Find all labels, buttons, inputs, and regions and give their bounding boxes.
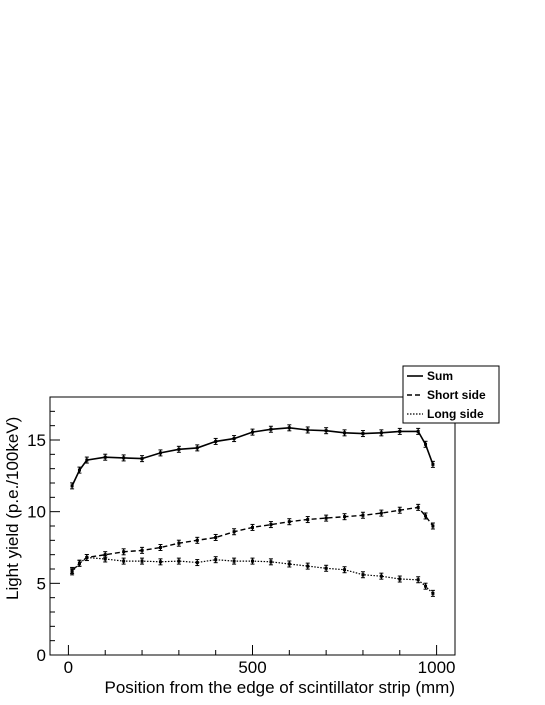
data-point <box>84 456 89 464</box>
data-point <box>397 427 402 435</box>
data-point <box>195 559 200 567</box>
data-point <box>250 557 255 565</box>
y-tick-label: 5 <box>37 574 46 593</box>
series-sum <box>70 424 435 490</box>
data-point <box>232 528 237 536</box>
y-tick-label: 10 <box>27 503 46 522</box>
data-point <box>430 522 435 530</box>
data-point <box>416 576 421 584</box>
data-point <box>416 427 421 435</box>
data-point <box>324 564 329 572</box>
data-point <box>423 512 428 520</box>
data-point <box>213 533 218 541</box>
data-point <box>305 516 310 524</box>
data-point <box>397 506 402 514</box>
data-point <box>77 466 82 474</box>
data-point <box>342 566 347 574</box>
x-tick-label: 500 <box>238 658 266 677</box>
data-point <box>195 444 200 452</box>
data-point <box>213 437 218 445</box>
legend-label-long-side: Long side <box>427 407 484 421</box>
data-point <box>287 424 292 432</box>
data-point <box>213 556 218 564</box>
data-point <box>232 557 237 565</box>
data-point <box>379 429 384 437</box>
data-point <box>70 568 75 576</box>
data-point <box>250 523 255 531</box>
data-point <box>121 454 126 462</box>
data-point <box>121 557 126 565</box>
data-point <box>232 435 237 443</box>
data-point <box>305 426 310 434</box>
data-point <box>324 514 329 522</box>
data-point <box>360 571 365 579</box>
data-point <box>342 429 347 437</box>
data-point <box>430 460 435 468</box>
data-point <box>416 503 421 511</box>
data-point <box>268 558 273 566</box>
data-point <box>268 425 273 433</box>
data-point <box>158 558 163 566</box>
data-point <box>140 546 145 554</box>
data-point <box>324 427 329 435</box>
y-tick-label: 0 <box>37 646 46 665</box>
data-point <box>176 539 181 547</box>
data-point <box>121 548 126 556</box>
data-point <box>250 428 255 436</box>
legend: Sum Short side Long side <box>402 365 500 424</box>
data-point <box>423 582 428 590</box>
data-point <box>176 557 181 565</box>
series-line-sum <box>71 426 434 487</box>
data-point <box>195 536 200 544</box>
data-point <box>158 544 163 551</box>
data-point <box>287 518 292 526</box>
data-point <box>103 453 108 461</box>
x-axis-title: Position from the edge of scintillator s… <box>104 678 455 697</box>
series-short-side <box>70 503 435 574</box>
data-point <box>342 513 347 521</box>
data-point <box>430 589 435 597</box>
x-tick-label: 0 <box>64 658 73 677</box>
y-tick-label: 15 <box>27 431 46 450</box>
data-point <box>140 557 145 565</box>
legend-label-short-side: Short side <box>427 388 486 402</box>
data-point <box>70 482 75 490</box>
data-point <box>140 455 145 463</box>
data-point <box>360 511 365 519</box>
data-point <box>360 430 365 438</box>
data-point <box>397 575 402 583</box>
series-long-side <box>70 554 435 597</box>
data-point <box>268 521 273 529</box>
data-point <box>176 445 181 453</box>
data-point <box>379 509 384 517</box>
data-point <box>423 440 428 448</box>
data-point <box>84 554 89 562</box>
data-point <box>287 560 292 568</box>
x-tick-label: 1000 <box>418 658 456 677</box>
data-point <box>158 449 163 457</box>
data-point <box>305 562 310 570</box>
data-point <box>77 559 82 567</box>
data-point <box>103 555 108 563</box>
legend-label-sum: Sum <box>427 369 453 383</box>
data-point <box>379 572 384 580</box>
y-axis-title: Light yield (p.e./100keV) <box>3 417 22 600</box>
